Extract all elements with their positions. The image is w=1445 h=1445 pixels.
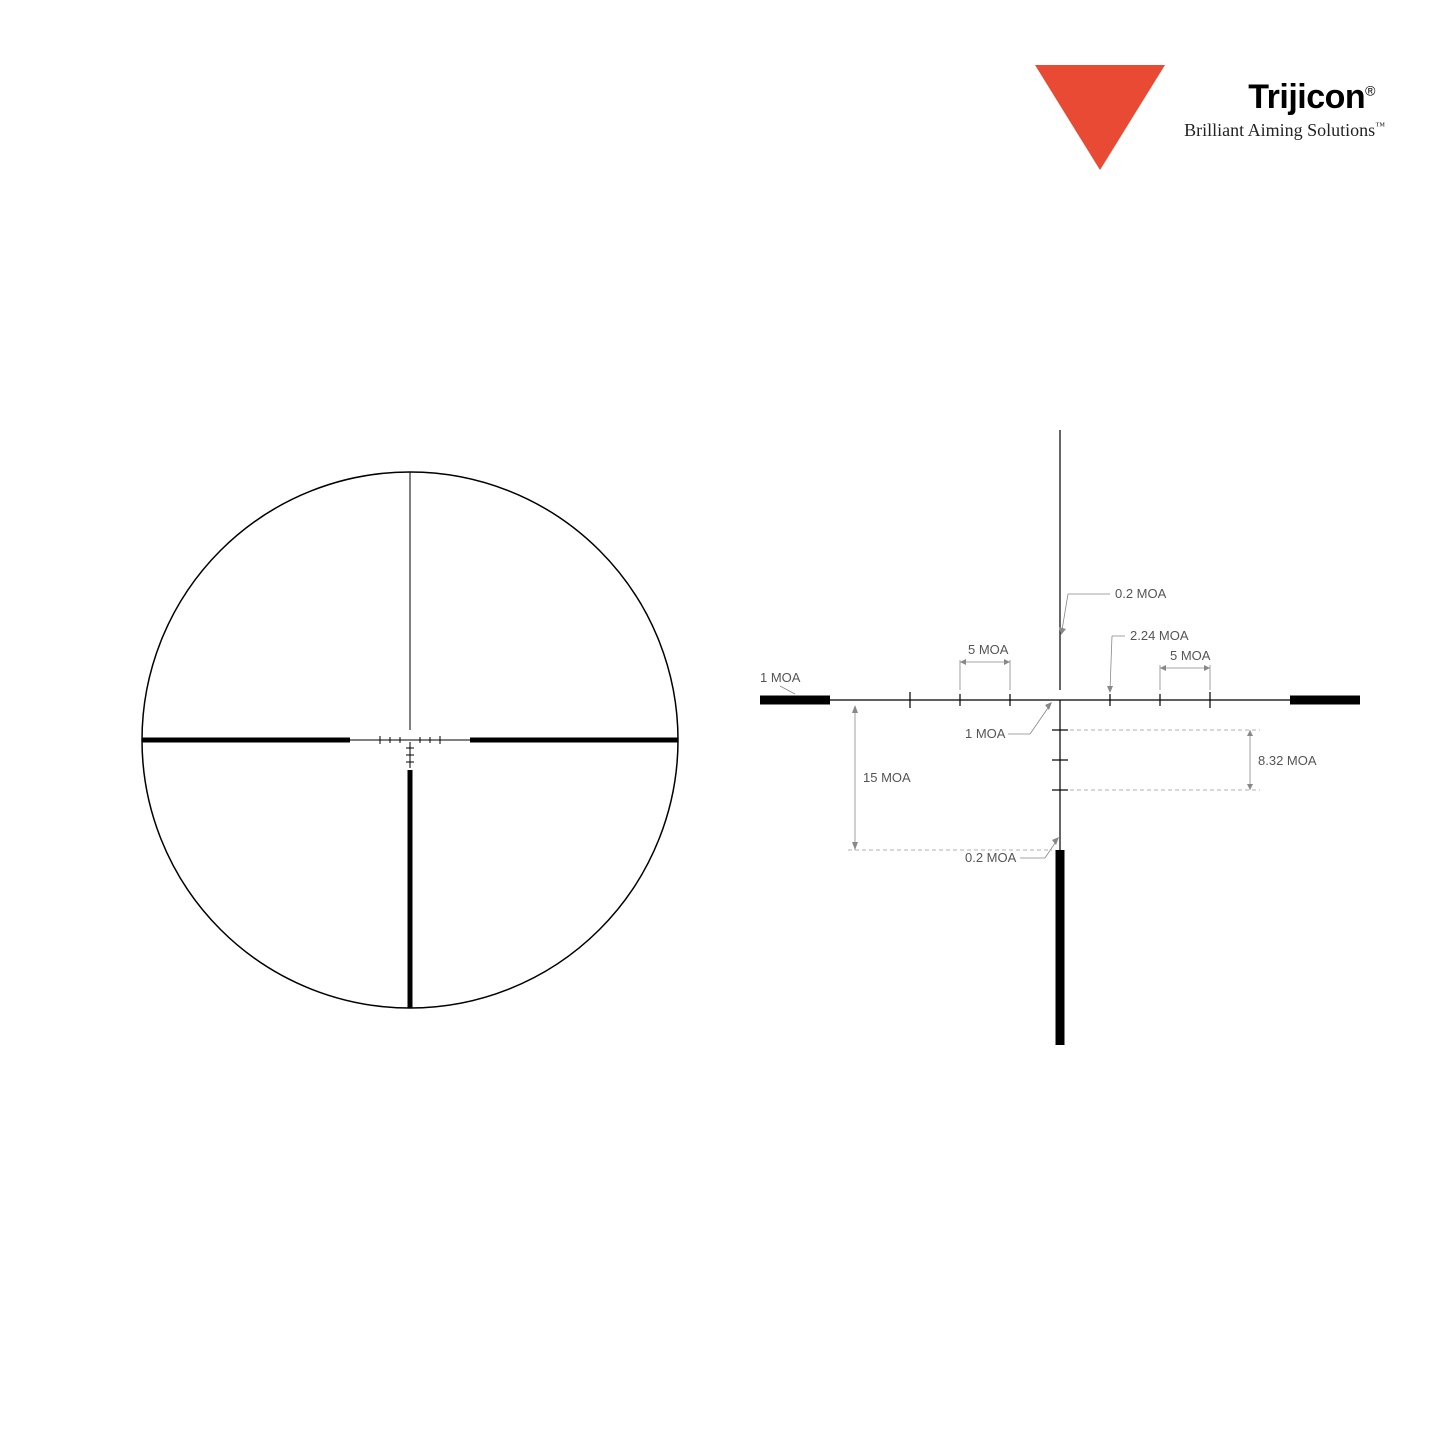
- dim-02l-arrow: [1052, 837, 1059, 845]
- label-5moa-top: 5 MOA: [968, 642, 1009, 657]
- scope-svg: [140, 470, 680, 1010]
- brand-text: Trijicon: [1248, 78, 1365, 116]
- dim-15-arrow-b: [852, 842, 858, 850]
- dim-5r-arrow-l: [1160, 665, 1166, 671]
- dim-1moa-left-leader: [780, 686, 795, 694]
- label-224moa: 2.24 MOA: [1130, 628, 1189, 643]
- label-15moa: 15 MOA: [863, 770, 911, 785]
- dim-1c-arrow: [1045, 702, 1052, 710]
- detail-svg: 1 MOA 5 MOA 0.2 MOA 2.24 MOA 5 MOA 1 MOA: [760, 430, 1360, 1050]
- reticle-scope-view: [140, 470, 680, 1010]
- brand-tagline: Brilliant Aiming Solutions™: [1184, 120, 1385, 141]
- dim-5moa-arrow-r: [1004, 659, 1010, 665]
- brand-name: Trijicon®: [1248, 78, 1375, 117]
- label-02moa-lower: 0.2 MOA: [965, 850, 1017, 865]
- dim-02u-leader: [1062, 594, 1068, 630]
- label-1moa-left: 1 MOA: [760, 670, 801, 685]
- label-5moa-right: 5 MOA: [1170, 648, 1211, 663]
- reticle-detail-view: 1 MOA 5 MOA 0.2 MOA 2.24 MOA 5 MOA 1 MOA: [760, 430, 1360, 1030]
- label-832moa: 8.32 MOA: [1258, 753, 1317, 768]
- tm-mark: ™: [1375, 121, 1385, 132]
- dim-5r-arrow-r: [1204, 665, 1210, 671]
- label-1moa-center: 1 MOA: [965, 726, 1006, 741]
- dim-5moa-arrow-l: [960, 659, 966, 665]
- dim-832-arrow-t: [1247, 730, 1253, 736]
- dim-832-arrow-b: [1247, 784, 1253, 790]
- brand-triangle-icon: [1035, 65, 1165, 170]
- dim-224-leader: [1110, 636, 1112, 690]
- registered-mark: ®: [1365, 83, 1375, 99]
- dim-1c-leader: [1030, 705, 1050, 734]
- dim-224-arrow: [1107, 686, 1113, 693]
- label-02moa-upper: 0.2 MOA: [1115, 586, 1167, 601]
- dim-15-arrow-t: [852, 705, 858, 713]
- tagline-text: Brilliant Aiming Solutions: [1184, 120, 1375, 140]
